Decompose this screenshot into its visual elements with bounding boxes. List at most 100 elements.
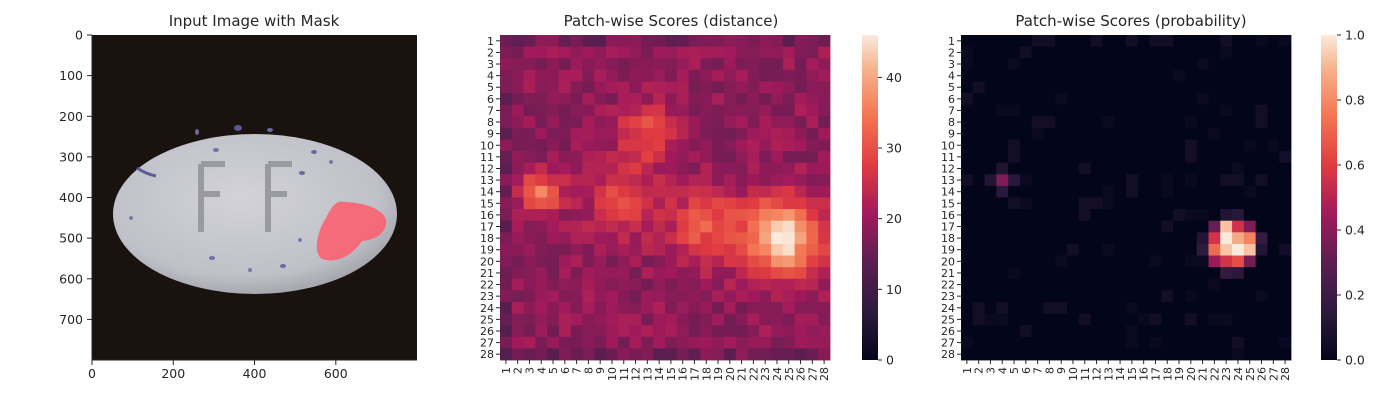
heatmap-cell — [1184, 104, 1198, 117]
heatmap-cell — [806, 81, 819, 94]
heatmap-cell — [759, 35, 772, 48]
heatmap-cell — [1043, 325, 1056, 338]
heatmap-cell — [972, 162, 985, 175]
heatmap-cell — [1220, 139, 1233, 152]
row-tick-label: 14 — [941, 186, 955, 199]
heatmap-cell — [1208, 185, 1221, 198]
heatmap-cell — [1090, 174, 1103, 187]
heatmap-cell — [771, 301, 784, 314]
col-tick-label: 2 — [512, 367, 525, 374]
heatmap-cell — [735, 197, 748, 210]
heatmap-cell — [1031, 290, 1044, 303]
heatmap-cell — [1102, 46, 1115, 59]
heatmap-cell — [1078, 267, 1092, 280]
heatmap-cell — [606, 348, 619, 361]
heatmap-cell — [629, 162, 642, 175]
heatmap-cell — [972, 325, 985, 338]
heatmap-cell — [1196, 209, 1209, 222]
heatmap-cell — [1043, 139, 1056, 152]
heatmap-cell — [1255, 278, 1268, 291]
heatmap-cell — [1102, 162, 1115, 175]
heatmap-cell — [558, 139, 572, 152]
heatmap-cell — [1008, 69, 1021, 82]
heatmap-cell — [771, 209, 784, 222]
heatmap-cell — [759, 243, 772, 256]
heatmap-cell — [500, 116, 513, 129]
heatmap-cell — [1126, 255, 1139, 268]
heatmap-cell — [961, 127, 974, 140]
heatmap-cell — [641, 267, 654, 280]
heatmap-cell — [1279, 69, 1292, 82]
heatmap-cell — [500, 93, 513, 106]
heatmap-cell — [1279, 35, 1292, 48]
y-tick-label: 700 — [59, 312, 83, 327]
heatmap-cell — [1043, 278, 1056, 291]
row-tick-label: 5 — [487, 81, 494, 94]
heatmap-cell — [594, 243, 607, 256]
heatmap-cell — [1173, 104, 1186, 117]
heatmap-cell — [1137, 127, 1150, 140]
heatmap-cell — [1267, 127, 1280, 140]
heatmap-cell — [641, 220, 654, 233]
heatmap-cell — [500, 197, 513, 210]
heatmap-cell — [1055, 127, 1068, 140]
heatmap-cell — [1078, 104, 1092, 117]
heatmap-cell — [629, 232, 642, 245]
heatmap-cell — [1031, 104, 1044, 117]
heatmap-cell — [1267, 116, 1280, 129]
heatmap-cell — [723, 348, 737, 361]
heatmap-cell — [1173, 348, 1186, 361]
colorbar-tick-label: 10 — [886, 282, 902, 297]
heatmap-cell — [1184, 93, 1198, 106]
heatmap-cell — [735, 93, 748, 106]
heatmap-cell — [511, 232, 524, 245]
heatmap-cell — [570, 69, 583, 82]
heatmap-cell — [1184, 301, 1198, 314]
heatmap-cell — [747, 232, 760, 245]
heatmap-cell — [961, 139, 974, 152]
row-tick-label: 23 — [941, 290, 955, 303]
heatmap-cell — [1137, 58, 1150, 71]
heatmap-cell — [1255, 58, 1268, 71]
heatmap-cell — [1137, 209, 1150, 222]
heatmap-cell — [1055, 220, 1068, 233]
heatmap-cell — [1173, 174, 1186, 187]
heatmap-cell — [1019, 278, 1033, 291]
heatmap-cell — [1232, 46, 1245, 59]
heatmap-cell — [700, 174, 713, 187]
colorbar-tick-label: 0 — [886, 353, 894, 368]
heatmap-cell — [665, 151, 678, 164]
heatmap-cell — [1126, 220, 1139, 233]
heatmap-cell — [1090, 35, 1103, 48]
heatmap-cell — [1149, 313, 1162, 326]
heatmap-cell — [1267, 185, 1280, 198]
heatmap-cell — [629, 243, 642, 256]
speck — [329, 160, 333, 164]
heatmap-cell — [558, 46, 572, 59]
heatmap-cell — [735, 243, 748, 256]
heatmap-cell — [961, 151, 974, 164]
heatmap-cell — [972, 290, 985, 303]
heatmap-cell — [1196, 278, 1209, 291]
heatmap-cell — [1102, 255, 1115, 268]
heatmap-cell — [1090, 325, 1103, 338]
heatmap-cell — [1196, 290, 1209, 303]
heatmap-cell — [1220, 93, 1233, 106]
heatmap-cell — [1137, 116, 1150, 129]
heatmap-cell — [1055, 336, 1068, 349]
heatmap-cell — [735, 69, 748, 82]
heatmap-cell — [1184, 278, 1198, 291]
heatmap-cell — [1078, 151, 1092, 164]
heatmap-cell — [688, 116, 701, 129]
heatmap-cell — [747, 255, 760, 268]
heatmap-cell — [759, 162, 772, 175]
heatmap-cell — [984, 243, 997, 256]
heatmap-cell — [676, 139, 689, 152]
heatmap-cell — [1220, 151, 1233, 164]
col-tick-label: 10 — [1067, 367, 1080, 381]
col-tick-label: 6 — [1020, 367, 1033, 374]
heatmap-cell — [806, 174, 819, 187]
heatmap-cell — [641, 348, 654, 361]
row-tick-label: 12 — [480, 162, 494, 175]
heatmap-cell — [712, 46, 725, 59]
